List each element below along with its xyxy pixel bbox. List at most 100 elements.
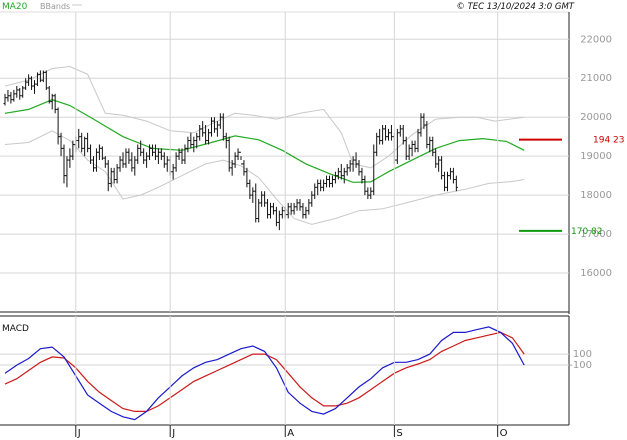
ohlc-bar [416,128,420,153]
ohlc-bar [440,156,444,180]
ohlc-bar [130,152,134,172]
ohlc-bar [21,86,25,98]
ohlc-bar [27,74,31,87]
ohlc-bar [437,156,441,172]
ohlc-bar [251,187,255,203]
price-y-tick-label: 18000 [580,190,612,201]
ohlc-bar [165,156,169,172]
ohlc-bar [360,167,364,184]
month-label: J [171,428,175,439]
ohlc-bar [156,148,160,164]
ohlc-bar [286,202,290,219]
ohlc-bar [3,93,7,106]
ohlc-bar [277,210,281,231]
ohlc-bar [248,179,252,200]
ohlc-bar [186,136,190,153]
ohlc-bar [446,171,449,192]
ohlc-bar [319,179,323,192]
ohlc-bar [41,70,45,83]
price-panel: 16000 17000 18000 19000 20000 21000 22000 194 … [0,11,625,314]
ohlc-bar [103,156,107,168]
price-y-tick-label: 16000 [580,268,612,279]
ohlc-bar [97,144,101,161]
ohlc-bar [274,206,278,227]
ohlc-bar [271,202,275,215]
ohlc-bar [389,124,393,141]
ohlc-bar [398,124,402,137]
ohlc-bars [3,70,458,231]
copyright-text: © TEC 13/10/2024 3:0 GMT [456,2,574,12]
ohlc-bar [112,167,116,184]
ohlc-bar [218,113,222,129]
month-label: J [77,428,81,439]
ohlc-bar [38,70,42,83]
ohlc-bar [86,132,90,153]
ohlc-bar [183,144,187,164]
ohlc-bar [94,148,98,172]
ohlc-bar [68,148,72,168]
ohlc-bar [260,191,264,207]
ohlc-bar [15,86,19,98]
ohlc-bar [145,152,149,168]
ohlc-bar [425,121,429,149]
ohlc-bar [6,89,10,102]
ohlc-bar [180,148,184,164]
ohlc-bar [30,76,34,90]
ohlc-bar [210,117,213,137]
ohlc-bar [301,202,305,219]
ohlc-bar [224,132,228,149]
ohlc-bar [242,160,246,176]
ohlc-bar [443,171,447,192]
ohlc-bar [448,167,452,180]
ohlc-bar [50,93,54,110]
macd-signal-line [4,331,525,412]
ohlc-bar [159,148,163,161]
price-gridlines [0,38,569,274]
ohlc-bar [201,121,205,137]
ohlc-bar [227,136,231,172]
ohlc-bar [136,144,140,164]
month-label: A [287,428,294,439]
price-y-tick-label: 21000 [580,73,612,84]
ohlc-bar [313,183,317,200]
ohlc-bar [109,167,113,188]
ohlc-bar [422,113,426,129]
ohlc-bar [316,179,320,196]
ohlc-bar [59,132,63,157]
ohlc-bar [404,136,408,161]
ohlc-bar [174,152,178,172]
ohlc-bar [133,156,137,176]
month-label: S [396,428,402,439]
ohlc-bar [62,144,66,184]
price-y-tick-label: 20000 [580,112,612,123]
ohlc-bar [195,132,199,149]
ohlc-bar [177,148,181,161]
ohlc-bar [92,156,95,172]
ohlc-bar [230,160,234,176]
ohlc-bar [89,144,93,164]
ohlc-bar [357,160,361,176]
ohlc-bar [345,163,349,176]
ohlc-bar [328,175,331,188]
ohlc-bar [257,199,261,223]
ohlc-bar [269,202,272,219]
macd-gridlines [0,353,569,366]
ohlc-bar [292,202,296,215]
ohlc-bar [77,128,81,149]
ohlc-bar [366,187,370,200]
resistance-label: 194 23 [593,136,625,146]
ohlc-bar [342,167,346,184]
ohlc-bar [115,163,119,184]
ohlc-bar [215,121,219,137]
ohlc-bar [239,151,243,165]
ohlc-bar [124,148,128,168]
ohlc-bar [44,70,48,90]
ohlc-bar [339,163,343,180]
ohlc-bar [289,202,293,215]
ohlc-bar [33,80,36,94]
ohlc-bar [162,152,166,168]
ohlc-bar [434,148,438,168]
ohlc-bar [233,152,237,168]
macd-title: MACD [2,324,29,334]
ohlc-bar [351,156,355,172]
